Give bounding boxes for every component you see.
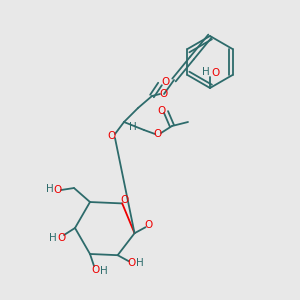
Text: H: H [202,67,210,77]
Text: O: O [120,195,128,206]
Text: O: O [108,131,116,141]
Text: H: H [100,266,108,276]
Text: O: O [128,258,136,268]
Text: O: O [154,129,162,139]
Text: H: H [136,258,144,268]
Text: O: O [92,265,100,275]
Text: H: H [49,233,57,243]
Text: O: O [54,185,62,195]
Text: O: O [144,220,153,230]
Text: H: H [46,184,54,194]
Text: O: O [161,77,169,87]
Text: H: H [129,122,137,132]
Text: O: O [57,233,65,243]
Text: O: O [157,106,165,116]
Text: O: O [211,68,219,78]
Text: O: O [160,89,168,99]
